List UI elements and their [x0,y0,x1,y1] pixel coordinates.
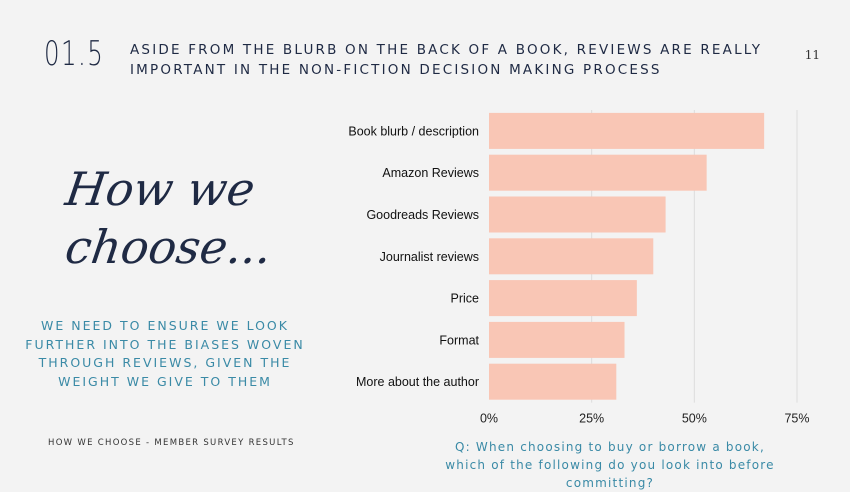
category-label: More about the author [356,375,479,389]
headline-line-2: important in the non-fiction decision ma… [130,62,662,78]
script-title-line-1: How we [62,162,259,216]
bar [489,363,617,400]
insight-line-3: through reviews, given the [38,355,292,370]
x-tick-label: 50% [682,412,707,426]
chart-bars [489,112,765,400]
survey-bar-chart: Book blurb / description Amazon Reviews Go… [348,110,810,426]
category-label: Goodreads Reviews [366,208,479,222]
category-label: Journalist reviews [380,250,479,264]
chart-category-labels: Book blurb / description Amazon Reviews Go… [348,124,479,389]
bar [489,196,666,233]
bar [489,280,637,317]
question-line-2: which of the following do you look into … [445,458,775,490]
script-title: How we choose... [54,160,310,276]
bar [489,321,625,358]
footer-source-label: How we choose - member survey results [48,438,295,448]
script-title-line-2: choose... [62,220,276,274]
category-label: Format [439,333,479,347]
bar [489,154,707,191]
page-number: 11 [804,48,820,62]
insight-line-4: weight we give to them [58,373,272,389]
survey-question: Q: When choosing to buy or borrow a book… [400,438,820,492]
insight-line-2: further into the biases woven [25,336,305,352]
insight-text: We need to ensure we look further into t… [20,317,310,391]
category-label: Price [451,292,480,306]
section-number: 01.5 [44,34,105,74]
bar [489,238,654,275]
insight-line-1: We need to ensure we look [41,318,289,333]
category-label: Amazon Reviews [382,166,479,180]
chart-x-ticks: 0% 25% 50% 75% [480,412,810,426]
x-tick-label: 25% [579,412,604,426]
headline-line-1: Aside from the blurb on the back of a bo… [130,42,763,58]
slide-headline: Aside from the blurb on the back of a bo… [130,40,780,80]
category-label: Book blurb / description [348,124,479,138]
question-line-1: Q: When choosing to buy or borrow a book… [455,440,765,454]
x-tick-label: 75% [784,412,809,426]
bar [489,112,765,149]
x-tick-label: 0% [480,412,498,426]
